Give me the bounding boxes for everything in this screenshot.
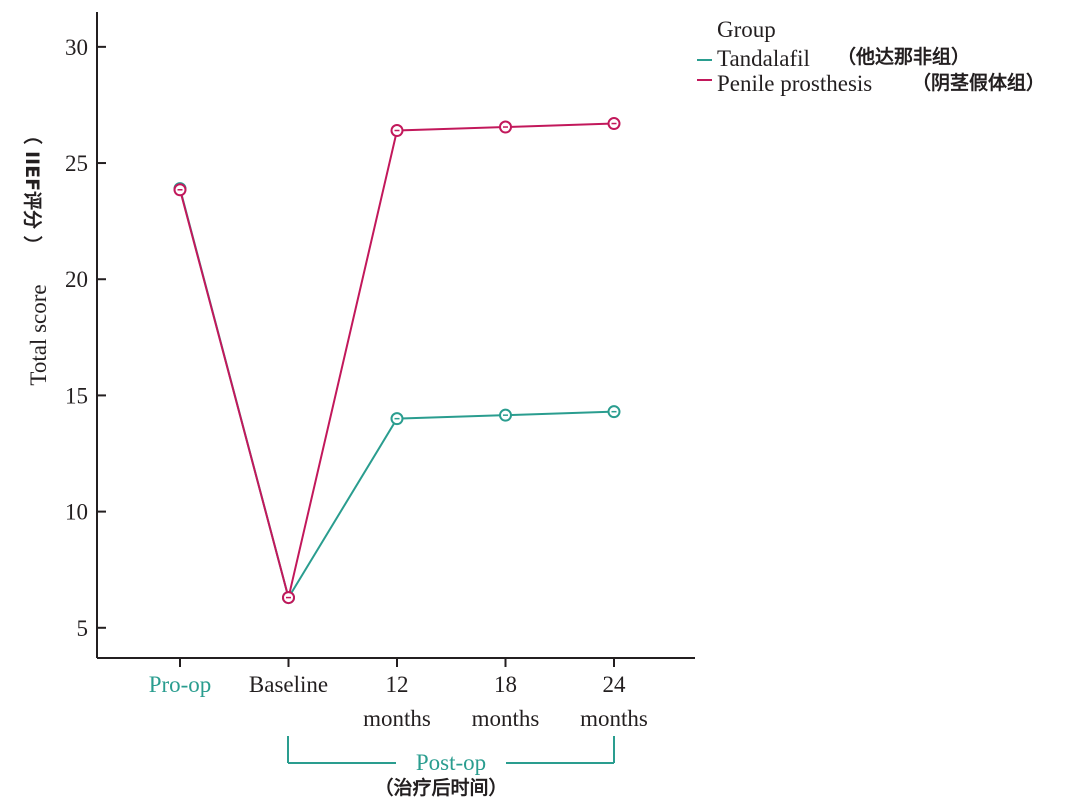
legend-item-penile-prosthesis-cn: （阴茎假体组） <box>912 71 1045 94</box>
y-tick-label-25: 25 <box>65 151 88 176</box>
x-tick-label-0: Pro-op <box>149 672 212 697</box>
legend: Group Tandalafil （他达那非组） Penile prosthes… <box>697 17 1045 96</box>
x-tick-label-1: Baseline <box>249 672 328 697</box>
y-tick-label-15: 15 <box>65 383 88 408</box>
x-tick-sublabel-4: months <box>580 706 648 731</box>
legend-item-tandalafil: Tandalafil <box>717 46 810 71</box>
x-tick-label-3: 18 <box>494 672 517 697</box>
x-axis-ticks: Pro-op Baseline 12 months 18 months 24 months <box>149 658 648 731</box>
y-tick-label-20: 20 <box>65 267 88 292</box>
y-axis-title-cn: （ IIEF评分 ） <box>21 125 44 254</box>
post-op-label-cn: （治疗后时间） <box>374 776 507 799</box>
legend-title: Group <box>717 17 776 42</box>
x-tick-label-2: 12 <box>386 672 409 697</box>
series-layer <box>173 117 621 605</box>
post-op-label: Post-op <box>416 750 486 775</box>
legend-item-penile-prosthesis: Penile prosthesis <box>717 71 872 96</box>
y-axis-title: Total score <box>26 284 51 385</box>
post-op-bracket: Post-op （治疗后时间） <box>287 736 615 799</box>
x-tick-sublabel-2: months <box>363 706 431 731</box>
y-tick-label-10: 10 <box>65 500 88 525</box>
x-tick-sublabel-3: months <box>472 706 540 731</box>
y-tick-label-30: 30 <box>65 35 88 60</box>
y-axis-ticks: 5 10 15 20 25 30 <box>65 35 106 641</box>
series-line-tandalafil <box>179 188 615 601</box>
y-axis-title-text: Total score <box>26 284 51 385</box>
x-tick-label-4: 24 <box>603 672 627 697</box>
y-axis-title-cn-text: （ IIEF评分 ） <box>21 125 44 254</box>
series-line-penile-prosthesis <box>179 122 615 598</box>
y-tick-label-5: 5 <box>77 616 89 641</box>
legend-item-tandalafil-cn: （他达那非组） <box>837 45 970 68</box>
